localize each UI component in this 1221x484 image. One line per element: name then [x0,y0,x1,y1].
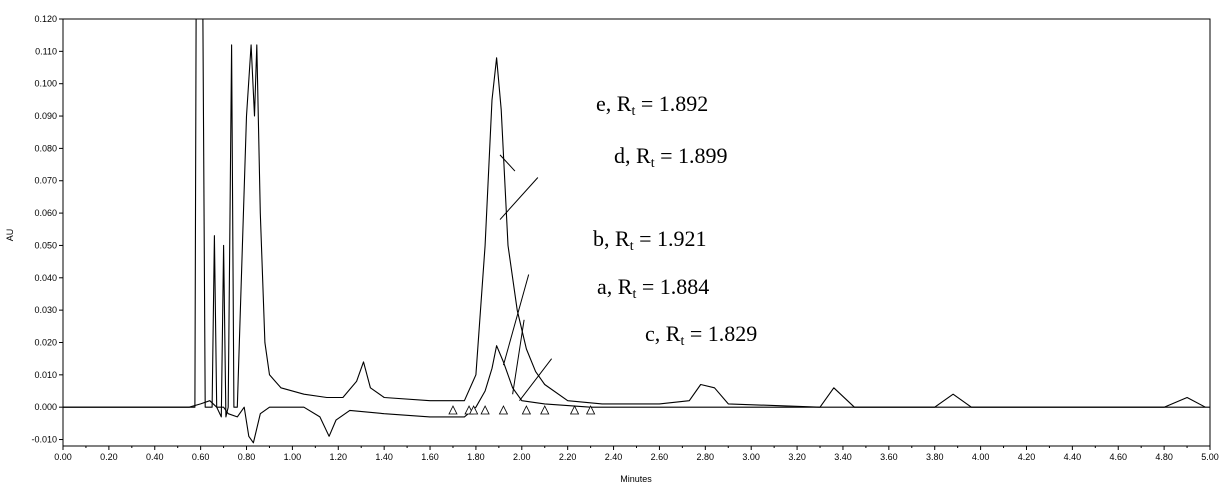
x-tick-label-20: 4.00 [972,452,990,462]
peak-marker-3 [480,405,490,415]
annotation-subscript-0: t [631,104,635,119]
x-tick-label-0: 0.00 [54,452,72,462]
x-tick-label-2: 0.40 [146,452,164,462]
x-tick-label-7: 1.40 [375,452,393,462]
x-tick-label-22: 4.40 [1064,452,1082,462]
x-tick-label-10: 2.00 [513,452,531,462]
y-tick-label-11: 0.100 [34,79,57,89]
axis-ticks [59,18,1211,450]
y-tick-label-0: -0.010 [31,435,57,445]
plot-frame [62,18,1211,447]
series-group [63,18,1210,444]
annotation-prefix-0: e, R [596,91,632,116]
x-tick-label-6: 1.20 [330,452,348,462]
annotation-label-3: a, Rt = 1.884 [597,274,709,302]
annotation-value-0: = 1.892 [635,91,708,116]
annotation-value-1: = 1.899 [655,143,728,168]
x-tick-label-5: 1.00 [284,452,302,462]
x-tick-label-14: 2.80 [697,452,715,462]
x-tick-label-8: 1.60 [421,452,439,462]
annotation-subscript-4: t [680,334,684,349]
y-tick-label-6: 0.050 [34,240,57,250]
peak-marker-8 [585,405,596,415]
x-tick-labels: 0.00 0.20 0.40 0.60 0.80 1.00 1.20 1.40 1.60 1.80… [54,452,1219,462]
annotation-prefix-2: b, R [593,226,630,251]
annotation-label-0: e, Rt = 1.892 [596,91,708,119]
x-tick-label-21: 4.20 [1018,452,1036,462]
x-tick-label-16: 3.20 [788,452,806,462]
annotation-leader-1 [499,177,539,220]
x-tick-label-17: 3.40 [834,452,852,462]
annotation-subscript-2: t [630,239,634,254]
annotation-value-2: = 1.921 [634,226,707,251]
x-tick-label-23: 4.60 [1109,452,1127,462]
peak-marker-4 [498,405,509,415]
x-tick-label-18: 3.60 [880,452,898,462]
annotation-leader-2 [502,274,530,366]
peak-marker-7 [569,405,580,415]
y-tick-label-9: 0.080 [34,143,57,153]
x-tick-label-11: 2.20 [559,452,577,462]
x-tick-label-24: 4.80 [1155,452,1173,462]
y-tick-label-4: 0.030 [34,305,57,315]
annotation-prefix-1: d, R [614,143,651,168]
annotation-leader-4 [519,358,553,402]
x-axis-title: Minutes [620,474,652,484]
annotation-leaders [499,154,553,402]
x-tick-label-3: 0.60 [192,452,210,462]
peak-marker-2 [468,405,479,415]
y-tick-label-2: 0.010 [34,370,57,380]
annotation-prefix-3: a, R [597,274,633,299]
x-tick-label-4: 0.80 [238,452,256,462]
series-line-0 [63,18,1206,418]
x-tick-label-15: 3.00 [742,452,760,462]
peak-marker-0 [448,405,458,415]
x-tick-label-13: 2.60 [651,452,669,462]
y-tick-label-10: 0.090 [34,111,57,121]
x-tick-label-9: 1.80 [467,452,485,462]
annotation-value-4: = 1.829 [684,321,757,346]
x-tick-label-19: 3.80 [926,452,944,462]
annotation-label-1: d, Rt = 1.899 [614,143,728,171]
y-tick-label-3: 0.020 [34,337,57,347]
y-tick-labels: -0.010 0.000 0.010 0.020 0.030 0.040 0.050 0.06… [31,14,57,445]
annotation-subscript-3: t [632,287,636,302]
annotation-prefix-4: c, R [645,321,681,346]
peak-marker-6 [540,405,550,415]
x-tick-label-25: 5.00 [1201,452,1219,462]
y-tick-label-1: 0.000 [34,402,57,412]
annotation-leader-3 [512,319,525,395]
annotation-label-2: b, Rt = 1.921 [593,226,707,254]
y-tick-label-12: 0.110 [35,46,57,56]
y-tick-label-13: 0.120 [34,14,57,24]
annotation-leader-0 [499,154,516,172]
annotation-value-3: = 1.884 [636,274,709,299]
y-tick-label-7: 0.060 [34,208,57,218]
y-tick-label-5: 0.040 [34,273,57,283]
series-line-1 [63,345,1210,444]
peak-markers [448,405,596,415]
x-tick-label-12: 2.40 [605,452,623,462]
annotation-label-4: c, Rt = 1.829 [645,321,757,349]
y-tick-label-8: 0.070 [34,176,57,186]
x-tick-label-1: 0.20 [100,452,118,462]
annotation-subscript-1: t [651,156,655,171]
y-axis-title: AU [5,229,15,242]
peak-marker-5 [521,405,532,415]
